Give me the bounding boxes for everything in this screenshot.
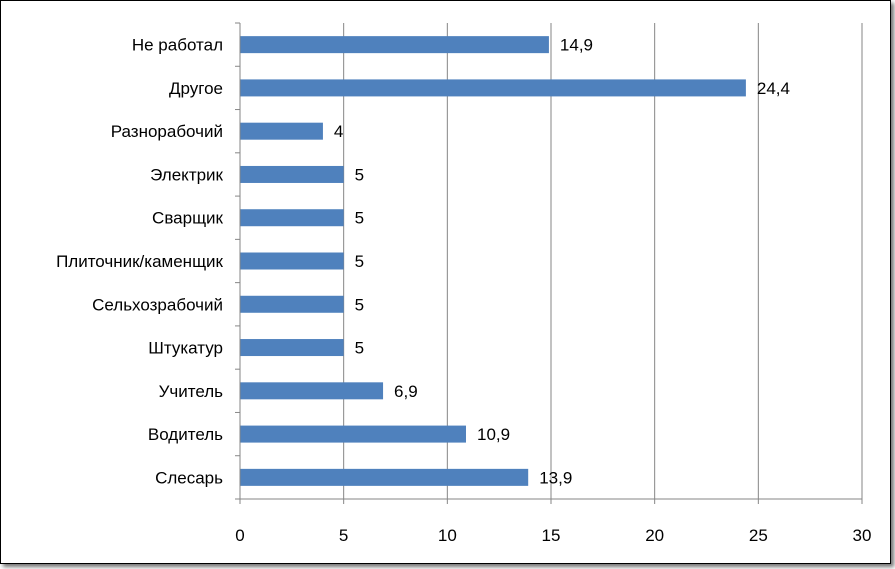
data-label: 5 (355, 252, 364, 271)
bar (240, 36, 549, 54)
bar (240, 295, 344, 313)
data-label: 6,9 (394, 382, 418, 401)
category-label: Другое (169, 79, 223, 98)
bar (240, 165, 344, 183)
data-label: 5 (355, 209, 364, 228)
data-label: 5 (355, 165, 364, 184)
category-label: Не работал (132, 36, 223, 55)
bar (240, 468, 529, 486)
x-tick-label: 30 (853, 526, 872, 545)
bar (240, 339, 344, 357)
x-tick-label: 20 (645, 526, 664, 545)
category-label: Сельхозрабочий (92, 295, 223, 314)
data-label: 24,4 (757, 79, 790, 98)
data-label: 4 (334, 122, 343, 141)
x-tick-label: 10 (438, 526, 457, 545)
bar (240, 382, 384, 400)
category-label: Штукатур (148, 339, 223, 358)
x-tick-label: 25 (749, 526, 768, 545)
bar (240, 122, 323, 140)
category-label: Разнорабочий (111, 122, 223, 141)
bar (240, 209, 344, 227)
category-label: Слесарь (155, 468, 223, 487)
category-label: Сварщик (152, 209, 224, 228)
bar (240, 425, 466, 443)
x-tick-label: 15 (542, 526, 561, 545)
data-label: 13,9 (539, 468, 572, 487)
data-label: 5 (355, 339, 364, 358)
data-label: 14,9 (560, 36, 593, 55)
x-tick-label: 0 (235, 526, 244, 545)
category-label: Электрик (150, 165, 223, 184)
data-label: 10,9 (477, 425, 510, 444)
category-label: Водитель (148, 425, 223, 444)
data-label: 5 (355, 295, 364, 314)
category-label: Плиточник/каменщик (56, 252, 223, 271)
bar (240, 79, 746, 97)
x-tick-label: 5 (339, 526, 348, 545)
bar (240, 252, 344, 270)
category-label: Учитель (159, 382, 224, 401)
